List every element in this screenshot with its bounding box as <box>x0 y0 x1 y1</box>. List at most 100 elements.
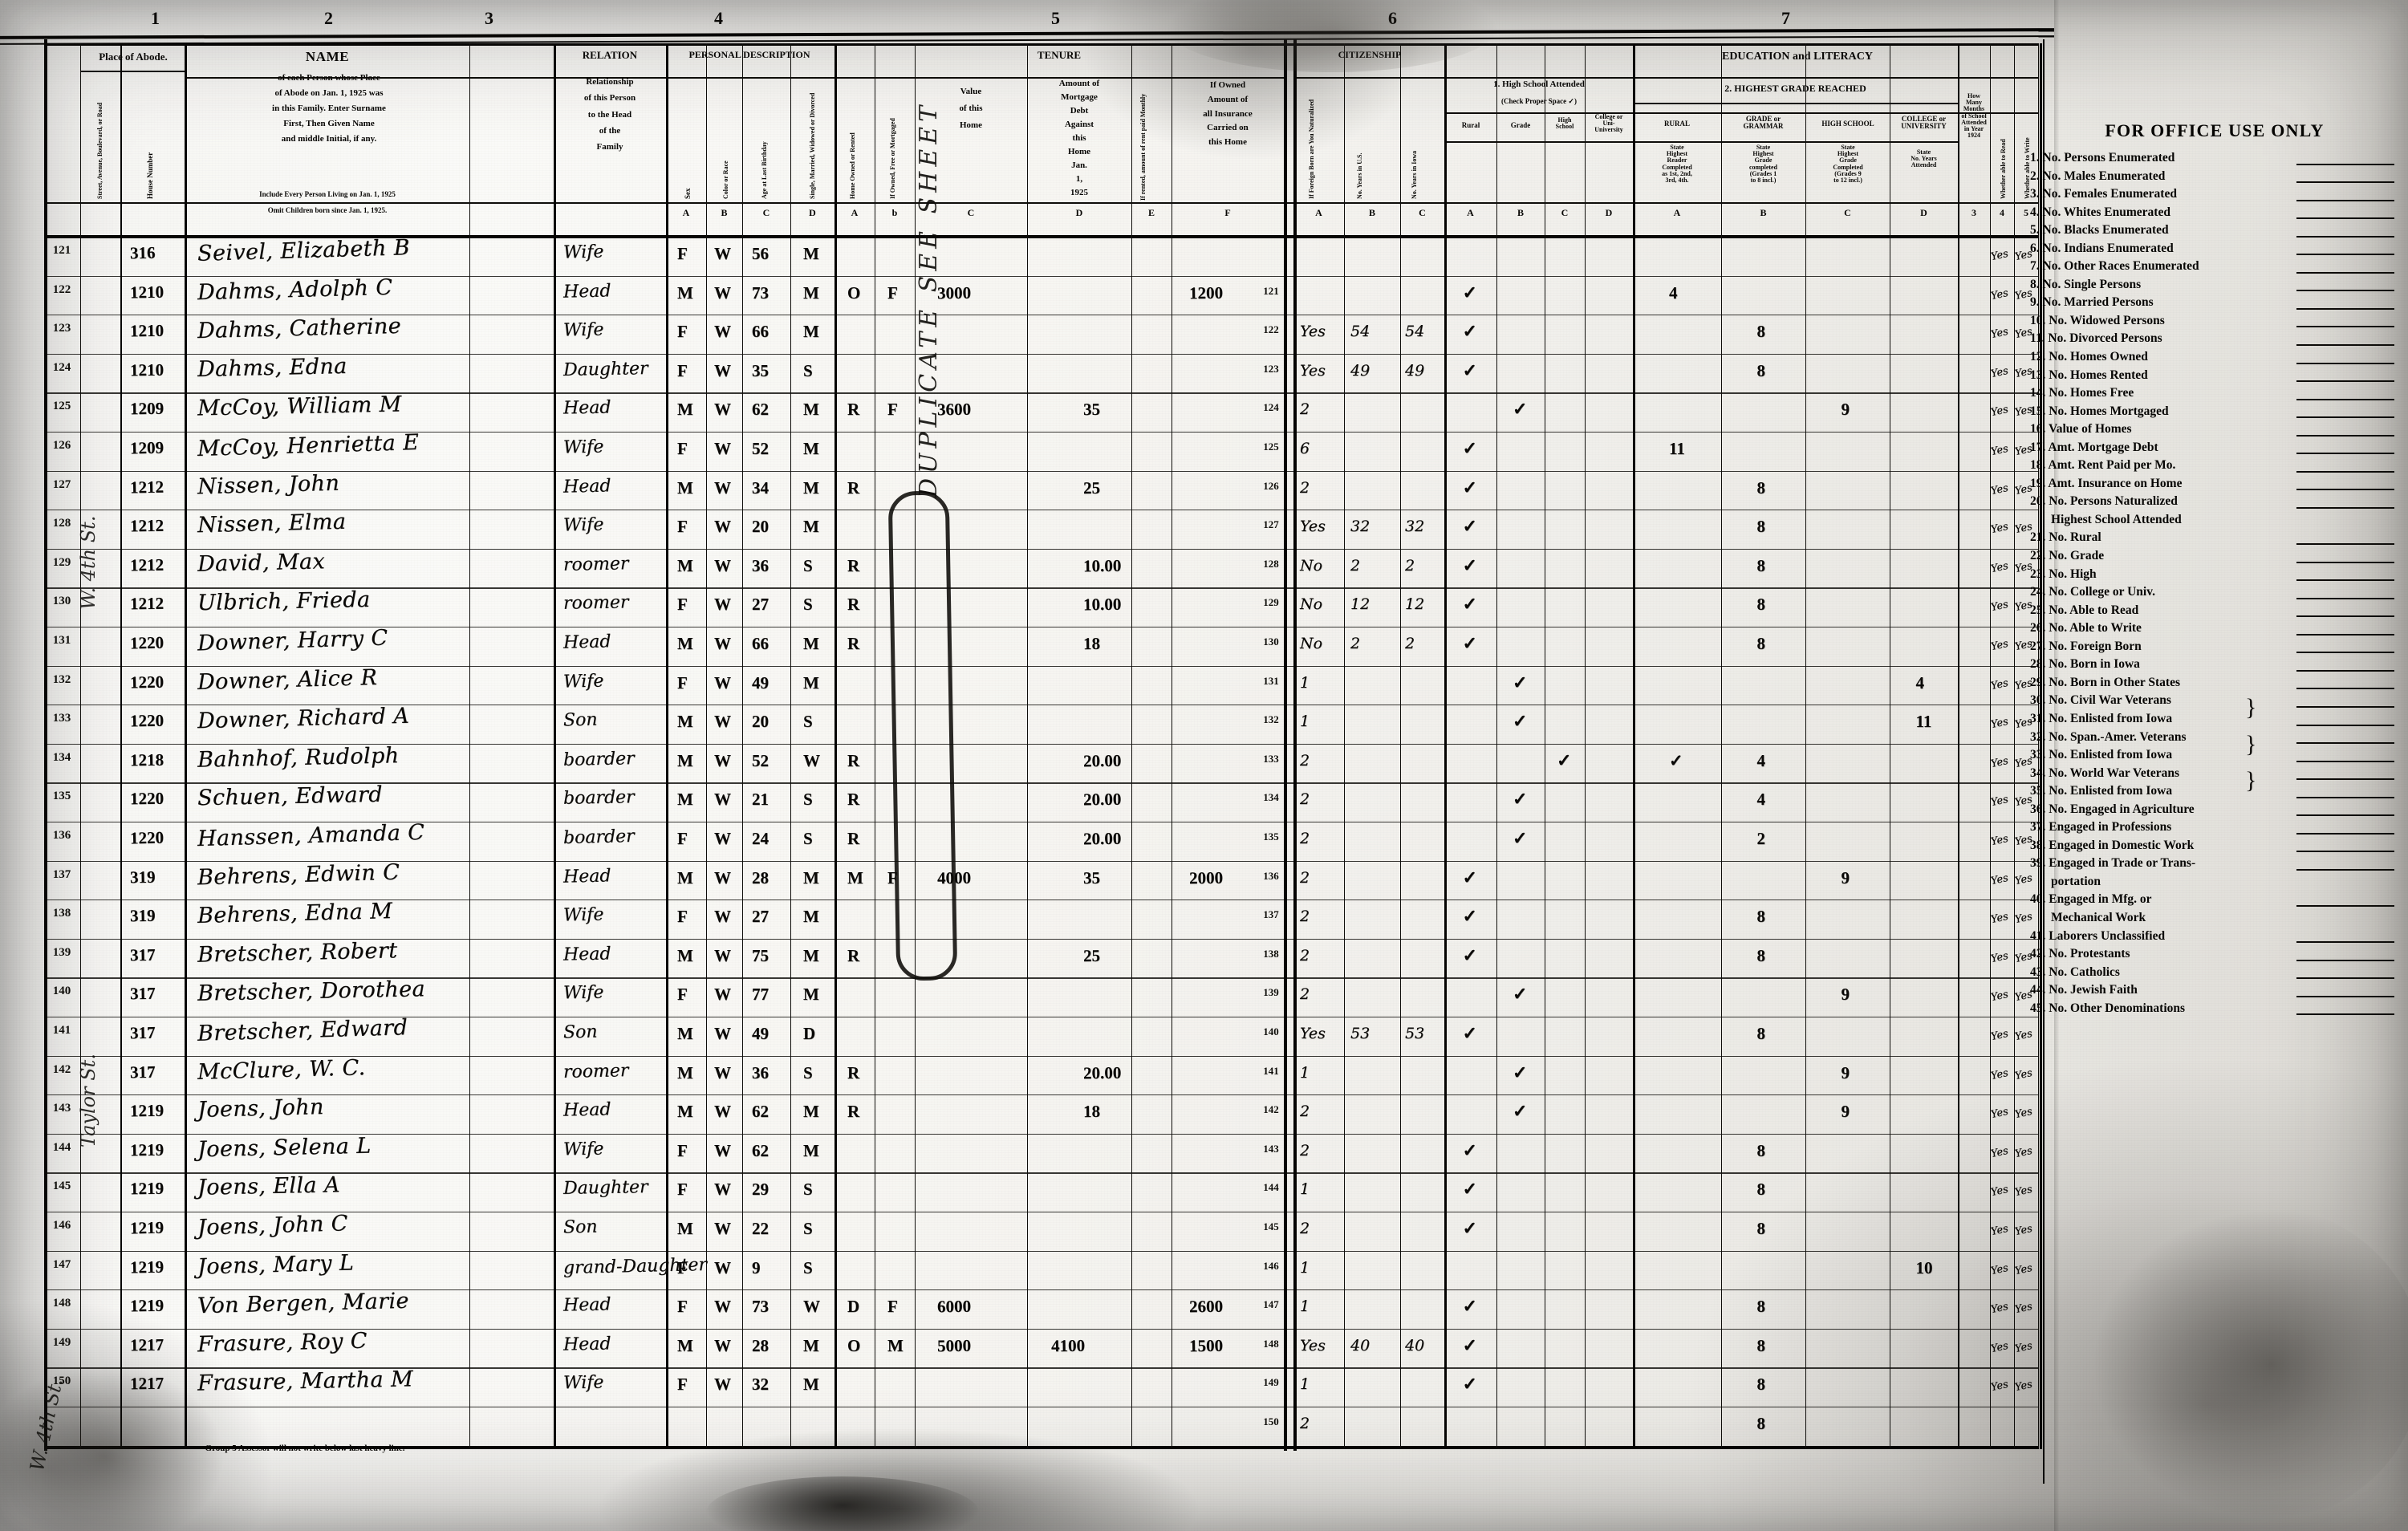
handwritten-entry: 2 <box>1300 478 1310 497</box>
handwritten-entry: 20.00 <box>1082 790 1122 810</box>
handwritten-entry: R <box>847 1102 860 1122</box>
handwritten-entry: 24 <box>752 829 769 848</box>
handwritten-entry: Nissen, John <box>197 470 340 499</box>
row-number-right: 137 <box>1263 908 1279 921</box>
handwritten-entry: R <box>847 750 860 770</box>
handwritten-entry: 1218 <box>129 749 164 770</box>
office-item: 42. No. Protestants <box>2030 945 2399 964</box>
grid-vline <box>1805 43 1807 1449</box>
col-header: College or Uni- University <box>1594 113 1623 134</box>
handwritten-entry: W <box>714 750 731 770</box>
col-header: Grade <box>1510 121 1531 129</box>
handwritten-entry: F <box>887 867 898 887</box>
office-item: 11. No. Divorced Persons <box>2030 330 2399 348</box>
handwritten-entry: Seivel, Elizabeth B <box>197 235 411 266</box>
handwritten-entry: 1219 <box>129 1217 164 1238</box>
grid-hline <box>44 1172 2038 1174</box>
handwritten-entry: 27 <box>752 907 769 927</box>
col-header: TENURE <box>1037 49 1082 61</box>
office-item-blank <box>2296 506 2394 509</box>
handwritten-entry: David, Max <box>197 549 326 577</box>
handwritten-entry: 12 <box>1405 595 1425 614</box>
handwritten-entry: M <box>677 867 693 887</box>
office-item: 1. No. Persons Enumerated <box>2030 149 2399 168</box>
handwritten-entry: Yes <box>1989 286 2010 303</box>
grid-vline <box>915 43 916 1449</box>
handwritten-entry: Yes <box>1989 1144 2010 1160</box>
row-number-left: 124 <box>52 360 71 374</box>
office-item: 29. No. Born in Other States <box>2030 674 2399 692</box>
handwritten-entry: 35 <box>1082 400 1101 420</box>
handwritten-entry: Schuen, Edward <box>197 782 384 811</box>
handwritten-entry: W <box>714 790 731 810</box>
row-number-right: 131 <box>1263 674 1279 687</box>
grid-hline <box>1293 77 2038 79</box>
handwritten-entry: ✓ <box>1513 672 1528 693</box>
office-item: 27. No. Foreign Born <box>2030 638 2399 656</box>
handwritten-entry: M <box>677 1024 693 1043</box>
handwritten-entry: 1210 <box>129 359 164 380</box>
office-item: 43. No. Catholics <box>2030 964 2399 982</box>
handwritten-entry: Yes <box>2013 1106 2034 1122</box>
handwritten-entry: No <box>1300 556 1323 575</box>
office-item: 5. No. Blacks Enumerated <box>2030 221 2399 240</box>
handwritten-entry: 32 <box>752 1375 769 1395</box>
handwritten-entry: Yes <box>2013 1379 2034 1395</box>
col-letter-A: A <box>1673 207 1681 218</box>
handwritten-entry: Dahms, Edna <box>197 353 347 382</box>
handwritten-entry: 9 <box>1841 867 1850 887</box>
handwritten-entry: Yes <box>1989 1027 2010 1044</box>
office-item-blank <box>2296 597 2394 599</box>
handwritten-entry: ✓ <box>1669 750 1683 770</box>
margin-note: W. 4th St. <box>77 515 99 610</box>
row-number-right: 141 <box>1263 1064 1279 1077</box>
handwritten-entry: 1 <box>1300 1063 1310 1082</box>
handwritten-entry: F <box>677 1375 688 1395</box>
handwritten-entry: W <box>714 634 731 653</box>
handwritten-entry: 36 <box>752 555 769 575</box>
handwritten-entry: D <box>803 1024 816 1043</box>
col-header: State No. Years Attended <box>1911 148 1937 169</box>
grid-vline <box>2043 39 2045 1484</box>
handwritten-entry: 9 <box>1841 1102 1850 1122</box>
handwritten-entry: Bretscher, Robert <box>197 938 398 968</box>
grid-vline <box>1958 43 1960 1449</box>
handwritten-entry: W <box>714 595 731 615</box>
handwritten-entry: McClure, W. C. <box>197 1054 366 1085</box>
handwritten-entry: Downer, Harry C <box>197 625 388 656</box>
row-number-right: 125 <box>1263 441 1279 453</box>
handwritten-entry: boarder <box>562 748 635 770</box>
handwritten-entry: 2 <box>1300 1415 1310 1432</box>
handwritten-entry: ✓ <box>1513 789 1528 810</box>
handwritten-entry: W <box>803 1297 820 1317</box>
handwritten-entry: Head <box>562 865 611 887</box>
handwritten-entry: ✓ <box>1462 516 1477 538</box>
office-item-blank <box>2296 652 2394 654</box>
handwritten-entry: M <box>677 634 693 653</box>
office-item: 32. No. Span.-Amer. Veterans <box>2030 729 2399 747</box>
grid-hline <box>1444 112 2038 114</box>
handwritten-entry: M <box>803 244 819 263</box>
handwritten-entry: Joens, Mary L <box>197 1249 355 1280</box>
handwritten-entry: M <box>677 477 693 497</box>
grid-vline <box>1293 39 1297 1451</box>
handwritten-entry: Son <box>562 1021 598 1043</box>
handwritten-entry: 6000 <box>936 1296 972 1317</box>
handwritten-entry: Yes <box>2013 1222 2034 1239</box>
row-number-right: 122 <box>1263 323 1279 336</box>
handwritten-entry: M <box>847 867 863 887</box>
handwritten-entry: 317 <box>129 1062 156 1082</box>
handwritten-entry: F <box>677 360 688 380</box>
office-item-blank <box>2296 904 2394 907</box>
handwritten-entry: 2600 <box>1188 1296 1224 1317</box>
row-number-right: 126 <box>1263 479 1279 492</box>
grid-hline <box>44 392 2038 394</box>
grid-vline <box>1027 43 1029 1449</box>
row-number-left: 148 <box>52 1297 71 1310</box>
office-item-blank <box>2296 814 2394 817</box>
col-header: EDUCATION and LITERACY <box>1721 51 1873 63</box>
handwritten-entry: Yes <box>1989 676 2010 692</box>
row-number-left: 143 <box>52 1102 71 1115</box>
handwritten-entry: 49 <box>752 672 769 692</box>
office-item: 8. No. Single Persons <box>2030 276 2399 294</box>
